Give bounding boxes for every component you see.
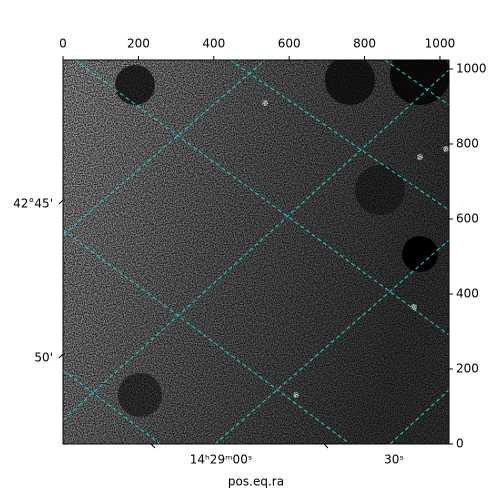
world-y-tick <box>58 353 64 359</box>
world-x-tick <box>323 443 329 449</box>
x-tick-label: 400 <box>202 37 225 51</box>
image <box>63 60 449 444</box>
y-tick-label: 400 <box>456 287 479 301</box>
y-tick-label: 800 <box>456 137 479 151</box>
world-y-tick <box>58 199 64 205</box>
x-tick-label: 600 <box>278 37 301 51</box>
x-tick-label: 200 <box>127 37 150 51</box>
world-y-tick-label: 42°45' <box>13 197 53 211</box>
x-tick-label: 800 <box>353 37 376 51</box>
world-x-tick-label: 30ˢ <box>384 453 404 467</box>
y-tick-label: 200 <box>456 362 479 376</box>
x-axis-label: pos.eq.ra <box>228 475 284 489</box>
x-tick-label: 1000 <box>425 37 456 51</box>
x-tick-label: 0 <box>59 37 67 51</box>
y-tick-label: 1000 <box>456 62 487 76</box>
world-x-tick-label: 14ʰ29ᵐ00ˢ <box>190 453 253 467</box>
plot-frame <box>62 59 450 445</box>
world-x-tick <box>150 443 156 449</box>
y-tick-label: 600 <box>456 212 479 226</box>
world-y-tick-label: 50' <box>34 351 53 365</box>
y-tick-label: 0 <box>456 437 464 451</box>
